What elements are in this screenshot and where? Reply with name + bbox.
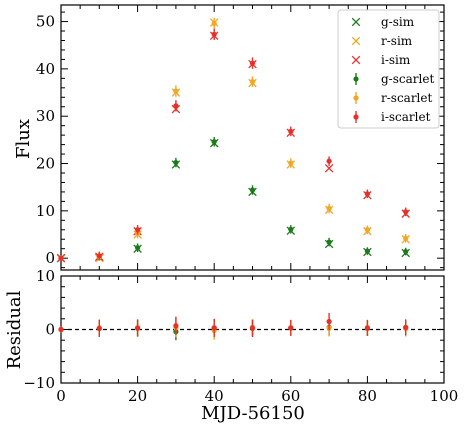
- g-scarlet-point: [288, 225, 294, 234]
- residual-y-tick-label: 0: [45, 321, 55, 339]
- residual-data: [58, 312, 409, 341]
- i-scarlet-point: [288, 126, 294, 137]
- i-scarlet-point: [135, 225, 141, 235]
- i-scarlet-point: [249, 57, 256, 69]
- flux-frame: [60, 4, 445, 271]
- i-scarlet-point: [96, 251, 102, 261]
- r-scarlet-point: [211, 17, 217, 30]
- i-residual-point: [288, 319, 294, 336]
- flux-y-tick-label: 20: [36, 155, 55, 173]
- residual-y-tick-label: 10: [36, 267, 55, 285]
- i-residual-point: [364, 319, 370, 336]
- r-scarlet-point: [173, 85, 179, 97]
- r-scarlet-point: [288, 158, 294, 168]
- i-scarlet-point: [173, 100, 179, 112]
- residual-x-tick-label: 60: [281, 387, 300, 405]
- legend-marker-r-scarlet: [353, 92, 359, 104]
- i-residual-point: [58, 326, 64, 333]
- r-scarlet-point: [364, 225, 370, 235]
- g-scarlet-point: [403, 247, 409, 256]
- legend-marker-i-scarlet: [353, 111, 359, 123]
- g-scarlet-point: [211, 137, 217, 147]
- r-scarlet-point: [403, 234, 409, 243]
- g-scarlet-point: [326, 237, 332, 247]
- i-residual-point: [211, 318, 217, 337]
- x-axis-title: MJD-56150: [201, 403, 305, 424]
- flux-y-tick-label: 50: [36, 13, 55, 31]
- g-scarlet-point: [135, 243, 141, 253]
- legend: g-sim r-sim i-sim g-scarlet r-scarlet i-scarl…: [337, 9, 440, 129]
- i-residual-point: [326, 312, 332, 331]
- flux-panel: 0 10 20 30 40 50: [36, 4, 445, 271]
- residual-axis-title: Residual: [4, 290, 25, 369]
- legend-entry-g-scarlet: g-scarlet: [381, 72, 434, 86]
- legend-entry-r-sim: r-sim: [381, 34, 413, 48]
- residual-x-tick-label: 20: [128, 387, 147, 405]
- i-residual-point: [96, 319, 102, 337]
- i-scarlet-point: [364, 189, 370, 199]
- legend-marker-i-sim: [351, 55, 361, 65]
- i-residual-point: [403, 319, 409, 336]
- g-scarlet-point: [249, 185, 256, 195]
- legend-marker-g-scarlet: [353, 73, 359, 85]
- residual-x-tick-label: 0: [56, 387, 66, 405]
- legend-entry-r-scarlet: r-scarlet: [381, 91, 433, 105]
- i-scarlet-point: [403, 207, 409, 217]
- residual-x-tick-label: 40: [205, 387, 224, 405]
- legend-box: [337, 9, 440, 129]
- r-scarlet-point: [249, 76, 256, 87]
- r-scarlet-point: [326, 203, 332, 214]
- residual-x-tick-label: 80: [358, 387, 377, 405]
- g-scarlet-point: [364, 247, 370, 255]
- residual-y-tick-label: −10: [23, 374, 55, 392]
- i-residual-point: [173, 316, 179, 335]
- i-sim-point: [324, 163, 334, 173]
- flux-data: [56, 17, 410, 263]
- flux-y-tick-label: 40: [36, 60, 55, 78]
- flux-axis-title: Flux: [13, 119, 34, 159]
- flux-y-tick-label: 30: [36, 107, 55, 125]
- legend-entry-i-scarlet: i-scarlet: [381, 110, 431, 124]
- flux-y-tick-label: 0: [45, 249, 55, 267]
- residual-x-tick-label: 100: [430, 387, 459, 405]
- legend-entry-i-sim: i-sim: [381, 53, 411, 67]
- i-residual-point: [135, 319, 141, 337]
- flux-y-tick-label: 10: [36, 202, 55, 220]
- legend-entry-g-sim: g-sim: [381, 15, 415, 29]
- g-scarlet-point: [173, 157, 179, 168]
- i-scarlet-point: [326, 156, 332, 166]
- i-residual-point: [249, 319, 256, 337]
- i-scarlet-point: [58, 255, 64, 262]
- legend-marker-r-sim: [351, 36, 361, 46]
- i-scarlet-point: [211, 28, 217, 41]
- legend-marker-g-sim: [351, 17, 361, 27]
